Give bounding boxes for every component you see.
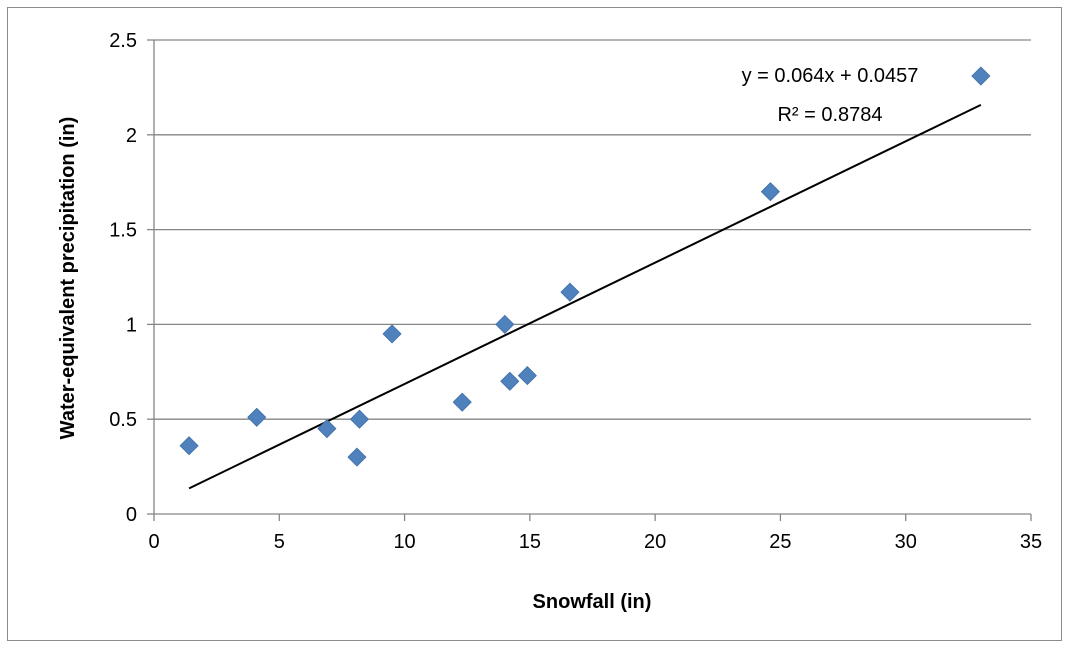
data-point-9 <box>517 366 537 386</box>
x-tick-label: 0 <box>148 531 159 553</box>
trendline-group <box>188 104 982 490</box>
x-tick-label: 35 <box>1020 531 1042 553</box>
data-points <box>179 66 991 467</box>
trendline <box>188 104 982 490</box>
data-point-4 <box>349 409 370 429</box>
data-point-8 <box>500 371 520 391</box>
data-point-11 <box>760 182 780 202</box>
trendline-equation: y = 0.064x + 0.0457 <box>742 65 919 87</box>
data-point-2 <box>317 419 337 439</box>
x-axis-title: Snowfall (in) <box>533 591 652 613</box>
data-point-3 <box>347 447 367 467</box>
y-tick-label: 0 <box>126 504 137 526</box>
x-tick-label: 10 <box>393 531 415 553</box>
trendline-r-squared: R² = 0.8784 <box>777 104 882 126</box>
data-point-6 <box>452 392 472 412</box>
x-tick-label: 30 <box>895 531 917 553</box>
y-axis-ticks: 0 0.5 1 1.5 2 2.5 <box>109 30 154 526</box>
gridlines <box>154 39 1031 420</box>
x-axis-ticks: 0 5 10 15 20 25 30 35 <box>148 514 1042 553</box>
y-tick-label: 2 <box>126 125 137 147</box>
data-point-10 <box>560 282 580 302</box>
y-axis-title: Water-equivalent precipitation (in) <box>57 117 79 440</box>
data-point-7 <box>495 314 515 334</box>
data-point-12 <box>971 66 991 86</box>
axes <box>153 40 1031 515</box>
y-tick-label: 2.5 <box>109 30 137 52</box>
data-point-0 <box>179 436 199 456</box>
x-tick-label: 20 <box>644 531 666 553</box>
data-point-1 <box>247 407 267 427</box>
data-point-5 <box>382 324 402 344</box>
x-tick-label: 5 <box>274 531 285 553</box>
x-tick-label: 25 <box>769 531 791 553</box>
y-tick-label: 1 <box>126 314 137 336</box>
y-tick-label: 0.5 <box>109 409 137 431</box>
y-tick-label: 1.5 <box>109 220 137 242</box>
x-tick-label: 15 <box>519 531 541 553</box>
